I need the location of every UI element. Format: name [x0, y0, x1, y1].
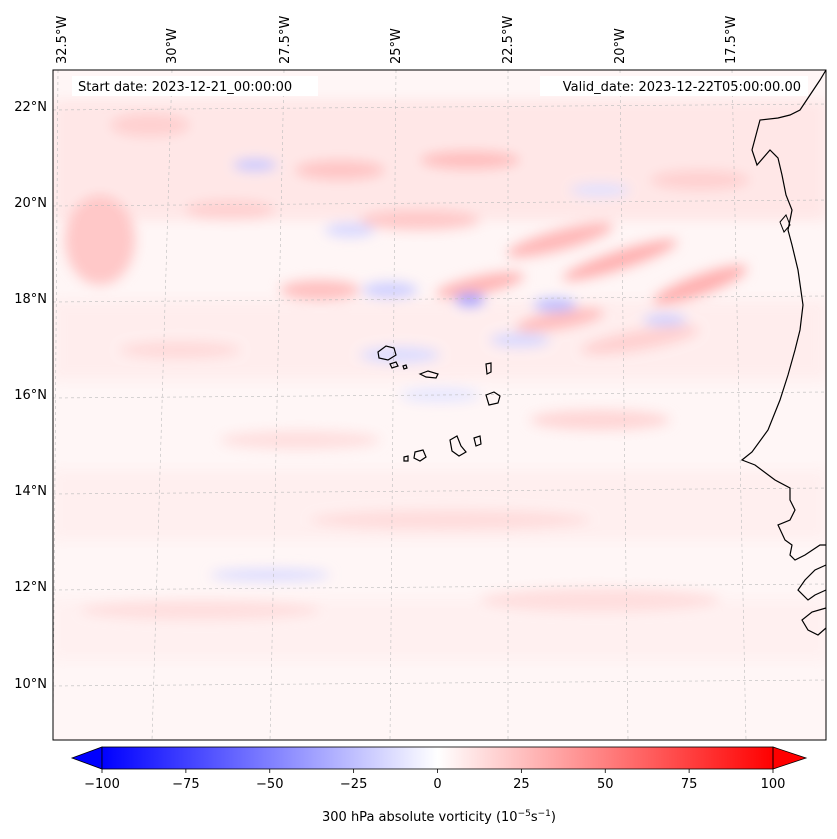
longitude-labels: 32.5°W 30°W 27.5°W 25°W 22.5°W 20°W 17.5… — [55, 16, 739, 64]
lat-label: 22°N — [14, 100, 47, 115]
island-santo-antao — [377, 345, 397, 361]
lon-label: 20°W — [613, 28, 628, 64]
lon-label: 17.5°W — [724, 16, 739, 64]
start-date-label: Start date: 2023-12-21_00:00:00 — [78, 80, 292, 95]
island-fogo — [413, 449, 427, 462]
colorbar-tick-label: 25 — [513, 777, 530, 792]
lon-label: 32.5°W — [55, 16, 70, 64]
vorticity-field — [53, 100, 826, 660]
map-panel: Start date: 2023-12-21_00:00:00 Valid_da… — [14, 16, 827, 741]
colorbar: −100 −75 −50 −25 0 25 50 75 100 300 hPa absolute… — [70, 746, 808, 825]
lat-label: 12°N — [14, 580, 47, 595]
colorbar-ticks: −100 −75 −50 −25 0 25 50 75 100 — [84, 769, 785, 792]
coastline-north-islet — [779, 214, 791, 233]
lat-label: 20°N — [14, 196, 47, 211]
island-santa-luzia — [402, 364, 408, 370]
island-santiago — [449, 435, 467, 457]
colorbar-tick-label: −50 — [256, 777, 283, 792]
island-sao-vicente — [389, 361, 399, 369]
colorbar-tick-label: 0 — [433, 777, 441, 792]
start-date-box — [72, 76, 318, 96]
colorbar-tick-label: 100 — [761, 777, 786, 792]
colorbar-tick-label: −100 — [84, 777, 120, 792]
colorbar-tick-label: 75 — [681, 777, 698, 792]
coastline-south — [797, 564, 827, 636]
colorbar-tick-label: −75 — [172, 777, 199, 792]
lon-label: 30°W — [165, 28, 180, 64]
island-boa-vista — [485, 391, 501, 406]
colorbar-tick-label: 50 — [597, 777, 614, 792]
colorbar-tick-label: −25 — [340, 777, 367, 792]
lon-label: 22.5°W — [501, 16, 516, 64]
lat-label: 16°N — [14, 388, 47, 403]
lat-label: 10°N — [14, 677, 47, 692]
west-africa-coastline — [740, 69, 827, 561]
latitude-labels: 22°N 20°N 18°N 16°N 14°N 12°N 10°N — [14, 100, 47, 692]
colorbar-title: 300 hPa absolute vorticity (10−5s−1) — [322, 809, 556, 825]
lon-label: 25°W — [389, 28, 404, 64]
lat-label: 18°N — [14, 292, 47, 307]
lat-label: 14°N — [14, 484, 47, 499]
island-brava — [403, 455, 409, 462]
map-frame — [52, 69, 827, 741]
colorbar-max-extend-arrow — [772, 746, 808, 770]
colorbar-gradient — [102, 747, 773, 769]
island-maio — [473, 435, 482, 447]
lon-label: 27.5°W — [278, 16, 293, 64]
valid-date-box — [540, 76, 808, 96]
island-sao-nicolau — [418, 370, 439, 379]
valid-date-label: Valid_date: 2023-12-22T05:00:00.00 — [563, 80, 801, 95]
cape-verde-islands — [377, 345, 501, 462]
island-sal — [485, 362, 492, 375]
vorticity-shading — [53, 100, 826, 660]
colorbar-min-extend-arrow — [70, 746, 103, 770]
gridlines — [52, 69, 827, 741]
